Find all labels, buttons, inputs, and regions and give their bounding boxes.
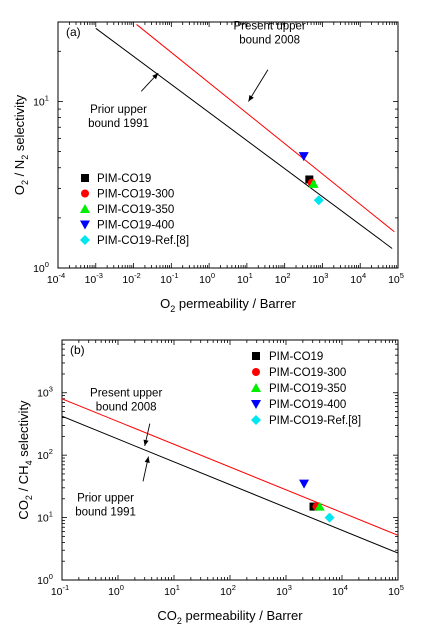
panel-b-x-tick-label: 103 [276,583,292,598]
panel-a-legend-label-pim-co19: PIM-CO19 [97,173,151,185]
panel-a-annotation-present-upper-bound-2008: Present upper bound 2008 [234,21,306,47]
panel-a-legend-marker-pim-co19-400 [80,220,90,230]
panel-b-point-pim-co19-350 [314,501,325,511]
panel-b-x-tick-label: 101 [164,583,180,598]
panel-a-point-pim-co19-350 [308,178,319,188]
panel-a-x-tick-label: 103 [313,271,329,286]
panel-a-legend-label-pim-co19-350: PIM-CO19-350 [97,204,174,216]
panel-b-legend-label-pim-co19-400: PIM-CO19-400 [269,399,346,411]
panel-a-plot-frame [57,21,399,269]
panel-b-legend-marker-pim-co19-400 [251,400,261,409]
panel-a-legend-marker-pim-co19-300 [81,189,89,198]
panel-a-prior-upper-bound-1991-line [95,27,393,249]
panel-a-point-pim-co19-400 [298,152,309,162]
panel-a-panel-label: (a) [66,25,81,39]
panel-b-x-tick-label: 100 [108,583,124,598]
panel-a-point-pim-co19 [305,175,314,184]
panel-a-y-tick-label: 101 [33,93,49,108]
panel-b-y-tick-label: 102 [37,447,53,462]
panel-b-y-axis-label: CO2 / CH4 selectivity [16,400,34,520]
panel-b-present-upper-bound-2008-line [62,398,398,536]
panel-b-legend-marker-pim-co19 [252,352,260,360]
panel-b-y-tick-label: 101 [37,510,53,525]
panel-a-y-tick-label: 100 [33,260,49,275]
panel-a-x-tick-label: 102 [275,271,291,286]
panel-a-x-axis-label: O2 permeability / Barrer [160,296,296,314]
panel-b-legend-marker-pim-co19-350 [251,383,261,392]
panel-b-x-tick-label: 102 [220,583,236,598]
panel-b-legend-label-pim-co19-ref-8: PIM-CO19-Ref.[8] [269,415,361,427]
panel-b-plot-frame [61,339,399,581]
panel-b-annotation-present-upper-bound-2008-arrowhead [143,439,149,447]
panel-b-y-tick-label: 103 [37,385,53,400]
panel-b-legend-label-pim-co19-300: PIM-CO19-300 [269,367,346,379]
panel-b-annotation-prior-upper-bound-1991: Prior upper bound 1991 [75,493,136,519]
panel-a-point-pim-co19-ref-8 [313,195,324,206]
panel-a-x-tick-label: 101 [237,271,253,286]
panel-a-annotation-prior-upper-bound-1991: Prior upper bound 1991 [88,104,149,130]
panel-b-x-tick-label: 10-1 [51,583,69,598]
panel-b-legend-marker-pim-co19-ref-8 [251,415,261,425]
panel-b-point-pim-co19-400 [299,479,310,489]
panel-a-annotation-present-upper-bound-2008-arrowhead [248,94,254,102]
panel-a-present-upper-bound-2008-line [136,24,395,233]
panel-a-legend: PIM-CO19 PIM-CO19-300 PIM-CO19-350 PIM-CO19… [80,173,189,247]
panel-a-x-tick-label: 10-4 [47,271,65,286]
panel-a-legend-marker-pim-co19 [81,174,89,182]
panel-b-legend-marker-pim-co19-300 [252,368,260,376]
panel-b-legend-label-pim-co19: PIM-CO19 [269,351,323,363]
panel-b-x-axis-label: CO2 permeability / Barrer [157,608,303,626]
panel-b-x-tick-label: 104 [332,583,348,598]
panel-a-legend-label-pim-co19-ref-8: PIM-CO19-Ref.[8] [97,235,189,247]
panel-a-x-tick-label: 104 [350,271,366,286]
panel-b-prior-upper-bound-1991-line [62,415,398,554]
panel-a: 10-4 10-3 10-2 10-1 100 101 102 103 104 105 100 101… [12,21,404,314]
panel-a-annotation-prior-upper-bound-1991-arrowhead [152,73,159,80]
panel-b-y-tick-label: 100 [37,572,53,587]
panel-a-annotation-present-upper-bound-2008-arrow [248,69,269,102]
panel-b-legend: PIM-CO19 PIM-CO19-300 PIM-CO19-350 PIM-CO19… [251,351,361,427]
panel-b-annotation-prior-upper-bound-1991-arrowhead [144,456,150,463]
panel-a-x-tick-label: 10-2 [122,271,140,286]
panel-a-legend-marker-pim-co19-350 [80,204,90,213]
panel-a-y-axis-label: O2 / N2 selectivity [12,94,30,195]
panel-a-legend-label-pim-co19-300: PIM-CO19-300 [97,189,174,201]
panel-a-x-tick-label: 100 [199,271,215,286]
panel-b-x-tick-label: 105 [388,583,404,598]
panel-b-panel-label: (b) [70,343,85,357]
panel-a-x-tick-label: 10-3 [85,271,103,286]
panel-a-legend-marker-pim-co19-ref-8 [80,235,90,245]
panel-b-point-pim-co19-ref-8 [324,512,335,523]
panel-a-x-tick-label: 10-1 [160,271,178,286]
panel-b-legend-label-pim-co19-350: PIM-CO19-350 [269,383,346,395]
panel-a-x-tick-label: 105 [388,271,404,286]
panel-a-legend-label-pim-co19-400: PIM-CO19-400 [97,220,174,232]
panel-b-annotation-present-upper-bound-2008: Present upper bound 2008 [90,388,162,414]
